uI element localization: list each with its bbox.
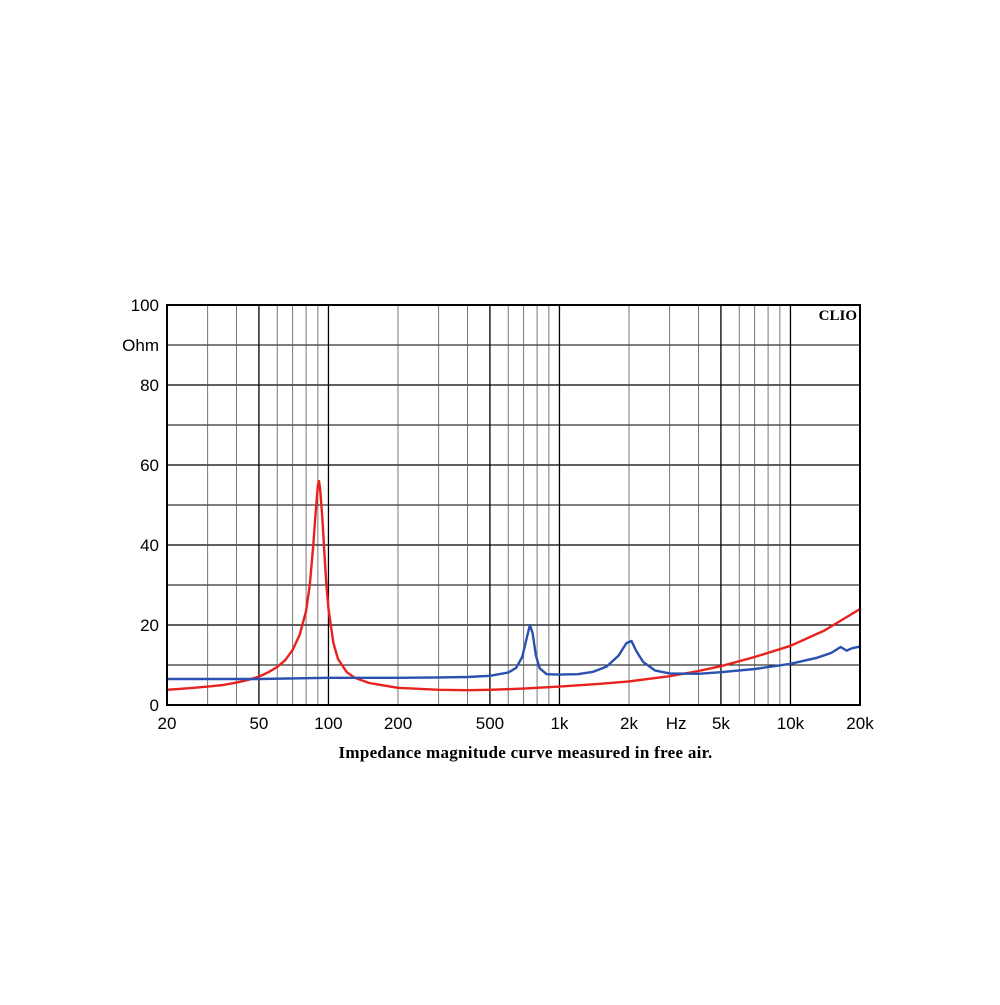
series-line-blue xyxy=(165,623,862,681)
x-unit-label: Hz xyxy=(666,714,687,733)
y-tick-label: 0 xyxy=(150,696,159,715)
y-tick-label: 20 xyxy=(140,616,159,635)
x-tick-label: 100 xyxy=(314,714,342,733)
x-tick-label: 1k xyxy=(550,714,568,733)
x-tick-label: 50 xyxy=(249,714,268,733)
y-tick-label: 100 xyxy=(131,296,159,315)
x-tick-label: 2k xyxy=(620,714,638,733)
y-tick-labels: 0 20 40 60 80 100 xyxy=(131,296,159,715)
x-tick-label: 500 xyxy=(476,714,504,733)
x-tick-label: 200 xyxy=(384,714,412,733)
x-tick-label: 20 xyxy=(158,714,177,733)
clio-brand-label: CLIO xyxy=(819,308,857,324)
y-tick-label: 60 xyxy=(140,456,159,475)
series-line-red xyxy=(165,479,862,692)
grid xyxy=(167,305,860,705)
x-tick-label: 5k xyxy=(712,714,730,733)
y-tick-label: 80 xyxy=(140,376,159,395)
y-tick-label: 40 xyxy=(140,536,159,555)
chart-caption: Impedance magnitude curve measured in fr… xyxy=(338,743,712,762)
x-tick-labels: 20 50 100 200 500 1k 2k 5k 10k 20k xyxy=(158,714,875,733)
x-tick-label: 10k xyxy=(777,714,805,733)
plot-frame xyxy=(166,304,861,706)
y-unit-label: Ohm xyxy=(122,336,159,355)
brand-background xyxy=(804,307,858,325)
series-layer xyxy=(165,479,862,692)
x-tick-label: 20k xyxy=(846,714,874,733)
